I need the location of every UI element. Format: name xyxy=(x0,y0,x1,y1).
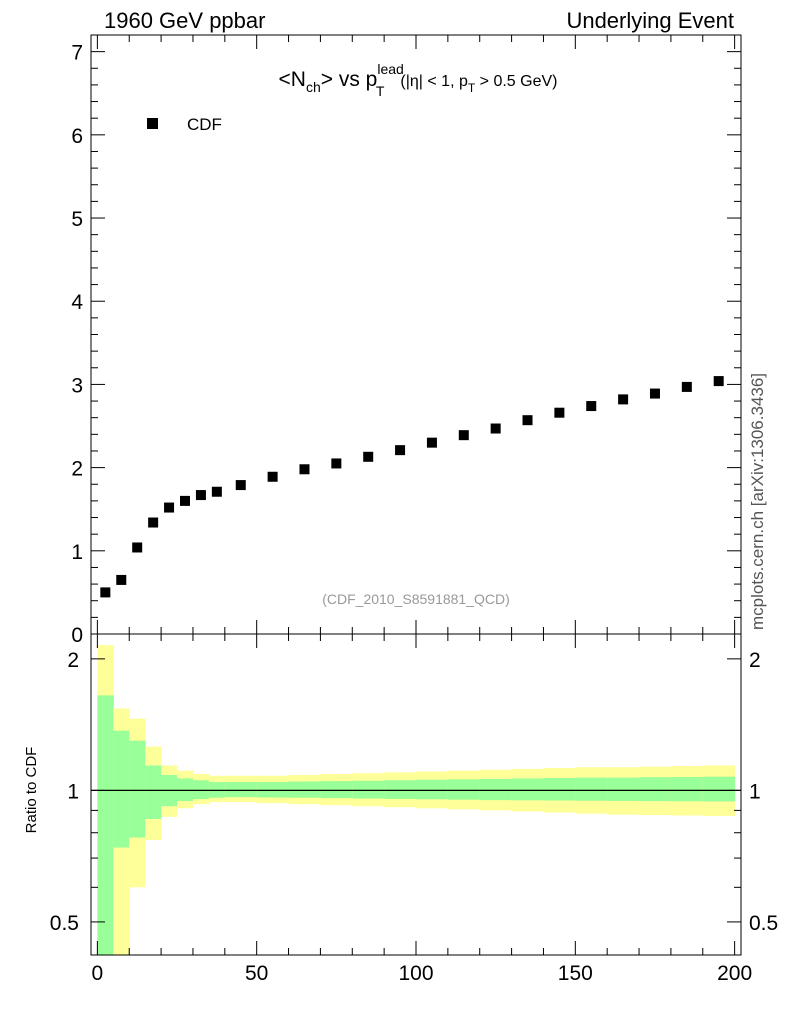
ratio-xtick-label: 100 xyxy=(398,962,433,985)
ratio-inner-band-bin xyxy=(607,777,640,801)
cdf-data-point xyxy=(490,423,501,434)
ratio-xtick-label: 150 xyxy=(558,962,593,985)
title-eta: (|η| < 1, p xyxy=(400,73,468,90)
ratio-inner-band-bin xyxy=(543,777,576,801)
analysis-watermark: (CDF_2010_S8591881_QCD) xyxy=(322,591,510,607)
ratio-inner-band-bin xyxy=(575,777,608,801)
ratio-ylabel: Ratio to CDF xyxy=(23,747,40,834)
ratio-inner-band-bin xyxy=(145,765,162,820)
ratio-inner-band-bin xyxy=(479,778,513,801)
cdf-data-point xyxy=(395,445,406,456)
cdf-data-point xyxy=(426,437,437,448)
ratio-inner-band-bin xyxy=(702,776,736,802)
main-ytick-label: 4 xyxy=(71,291,83,314)
ratio-inner-band-bin xyxy=(192,780,210,800)
main-ytick-label: 7 xyxy=(71,42,83,65)
ratio-ytick-label-right: 1 xyxy=(749,780,761,803)
ratio-xtick-label: 200 xyxy=(717,962,752,985)
ratio-inner-band-bin xyxy=(113,730,130,848)
legend-label-cdf: CDF xyxy=(187,115,222,134)
cdf-data-point xyxy=(554,407,565,418)
ratio-inner-band-bin xyxy=(639,777,672,802)
cdf-data-point xyxy=(331,458,342,469)
cdf-data-point xyxy=(618,394,629,405)
cdf-data-point xyxy=(235,480,246,491)
ratio-inner-band-bin xyxy=(97,695,114,955)
title-t2: T xyxy=(468,81,476,95)
cdf-data-point xyxy=(164,502,175,513)
cdf-data-point xyxy=(649,388,660,399)
title-n: N xyxy=(291,68,306,91)
main-ytick-label: 0 xyxy=(71,624,83,647)
cdf-data-point xyxy=(179,495,190,506)
ratio-ytick-label-left: 1 xyxy=(67,780,79,803)
ratio-ytick-label-left: 0.5 xyxy=(50,912,79,935)
title-t: T xyxy=(376,83,385,99)
main-title: <Nch> vs plead T(|η| < 1, pT > 0.5 GeV) xyxy=(279,61,558,99)
ratio-inner-band-bin xyxy=(224,782,258,798)
ratio-ytick-label-left: 2 xyxy=(67,649,79,672)
legend-marker-cdf xyxy=(147,118,158,129)
ratio-ytick-label-right: 2 xyxy=(749,649,761,672)
ratio-inner-band-bin xyxy=(416,779,449,800)
cdf-data-point xyxy=(522,415,533,426)
cdf-data-point xyxy=(211,486,222,497)
cdf-data-point xyxy=(100,587,111,598)
cdf-data-point xyxy=(363,451,374,462)
main-ytick-label: 6 xyxy=(71,125,83,148)
cdf-data-point xyxy=(586,401,597,412)
cdf-data-point xyxy=(195,490,206,501)
main-ytick-label: 3 xyxy=(71,374,83,397)
cdf-data-point xyxy=(148,517,159,528)
ratio-bands xyxy=(97,645,736,955)
cdf-data-point xyxy=(299,464,310,475)
ratio-inner-band-bin xyxy=(447,779,481,800)
ratio-inner-band-bin xyxy=(511,778,544,801)
main-ytick-label: 2 xyxy=(71,458,83,481)
ratio-inner-band-bin xyxy=(320,781,353,799)
header-left-label: 1960 GeV ppbar xyxy=(104,8,266,33)
cdf-data-point xyxy=(132,542,143,553)
title-vs: > vs p xyxy=(321,68,378,91)
main-series-points xyxy=(100,376,724,598)
title-lead: lead xyxy=(377,61,403,77)
main-ytick-label: 5 xyxy=(71,208,83,231)
ratio-inner-band-bin xyxy=(177,778,194,802)
main-ytick-label: 1 xyxy=(71,541,83,564)
ratio-inner-band-bin xyxy=(129,740,146,838)
ratio-inner-band-bin xyxy=(670,777,704,802)
cdf-data-point xyxy=(458,430,469,441)
cdf-data-point xyxy=(116,574,127,585)
title-tail: > 0.5 GeV) xyxy=(475,73,557,90)
ratio-inner-band-bin xyxy=(288,781,321,798)
cdf-data-point xyxy=(681,381,692,392)
title-lt: < xyxy=(279,68,291,91)
cdf-data-point xyxy=(267,471,278,482)
cdf-data-point xyxy=(713,376,724,387)
title-ch: ch xyxy=(306,79,321,95)
ratio-inner-band-bin xyxy=(352,780,385,799)
axes-frame xyxy=(90,34,742,956)
ratio-ytick-label-right: 0.5 xyxy=(749,912,778,935)
axis-ticks xyxy=(91,34,741,955)
ratio-xtick-label: 0 xyxy=(92,962,104,985)
ratio-inner-band-bin xyxy=(384,780,417,799)
ratio-xtick-label: 50 xyxy=(245,962,268,985)
axis-tick-labels: 0 1 2 3 4 5 6 7 0 50 100 150 200 0.5 0.5 1 1 2 2 xyxy=(50,42,778,985)
header-right-label: Underlying Event xyxy=(566,8,734,33)
